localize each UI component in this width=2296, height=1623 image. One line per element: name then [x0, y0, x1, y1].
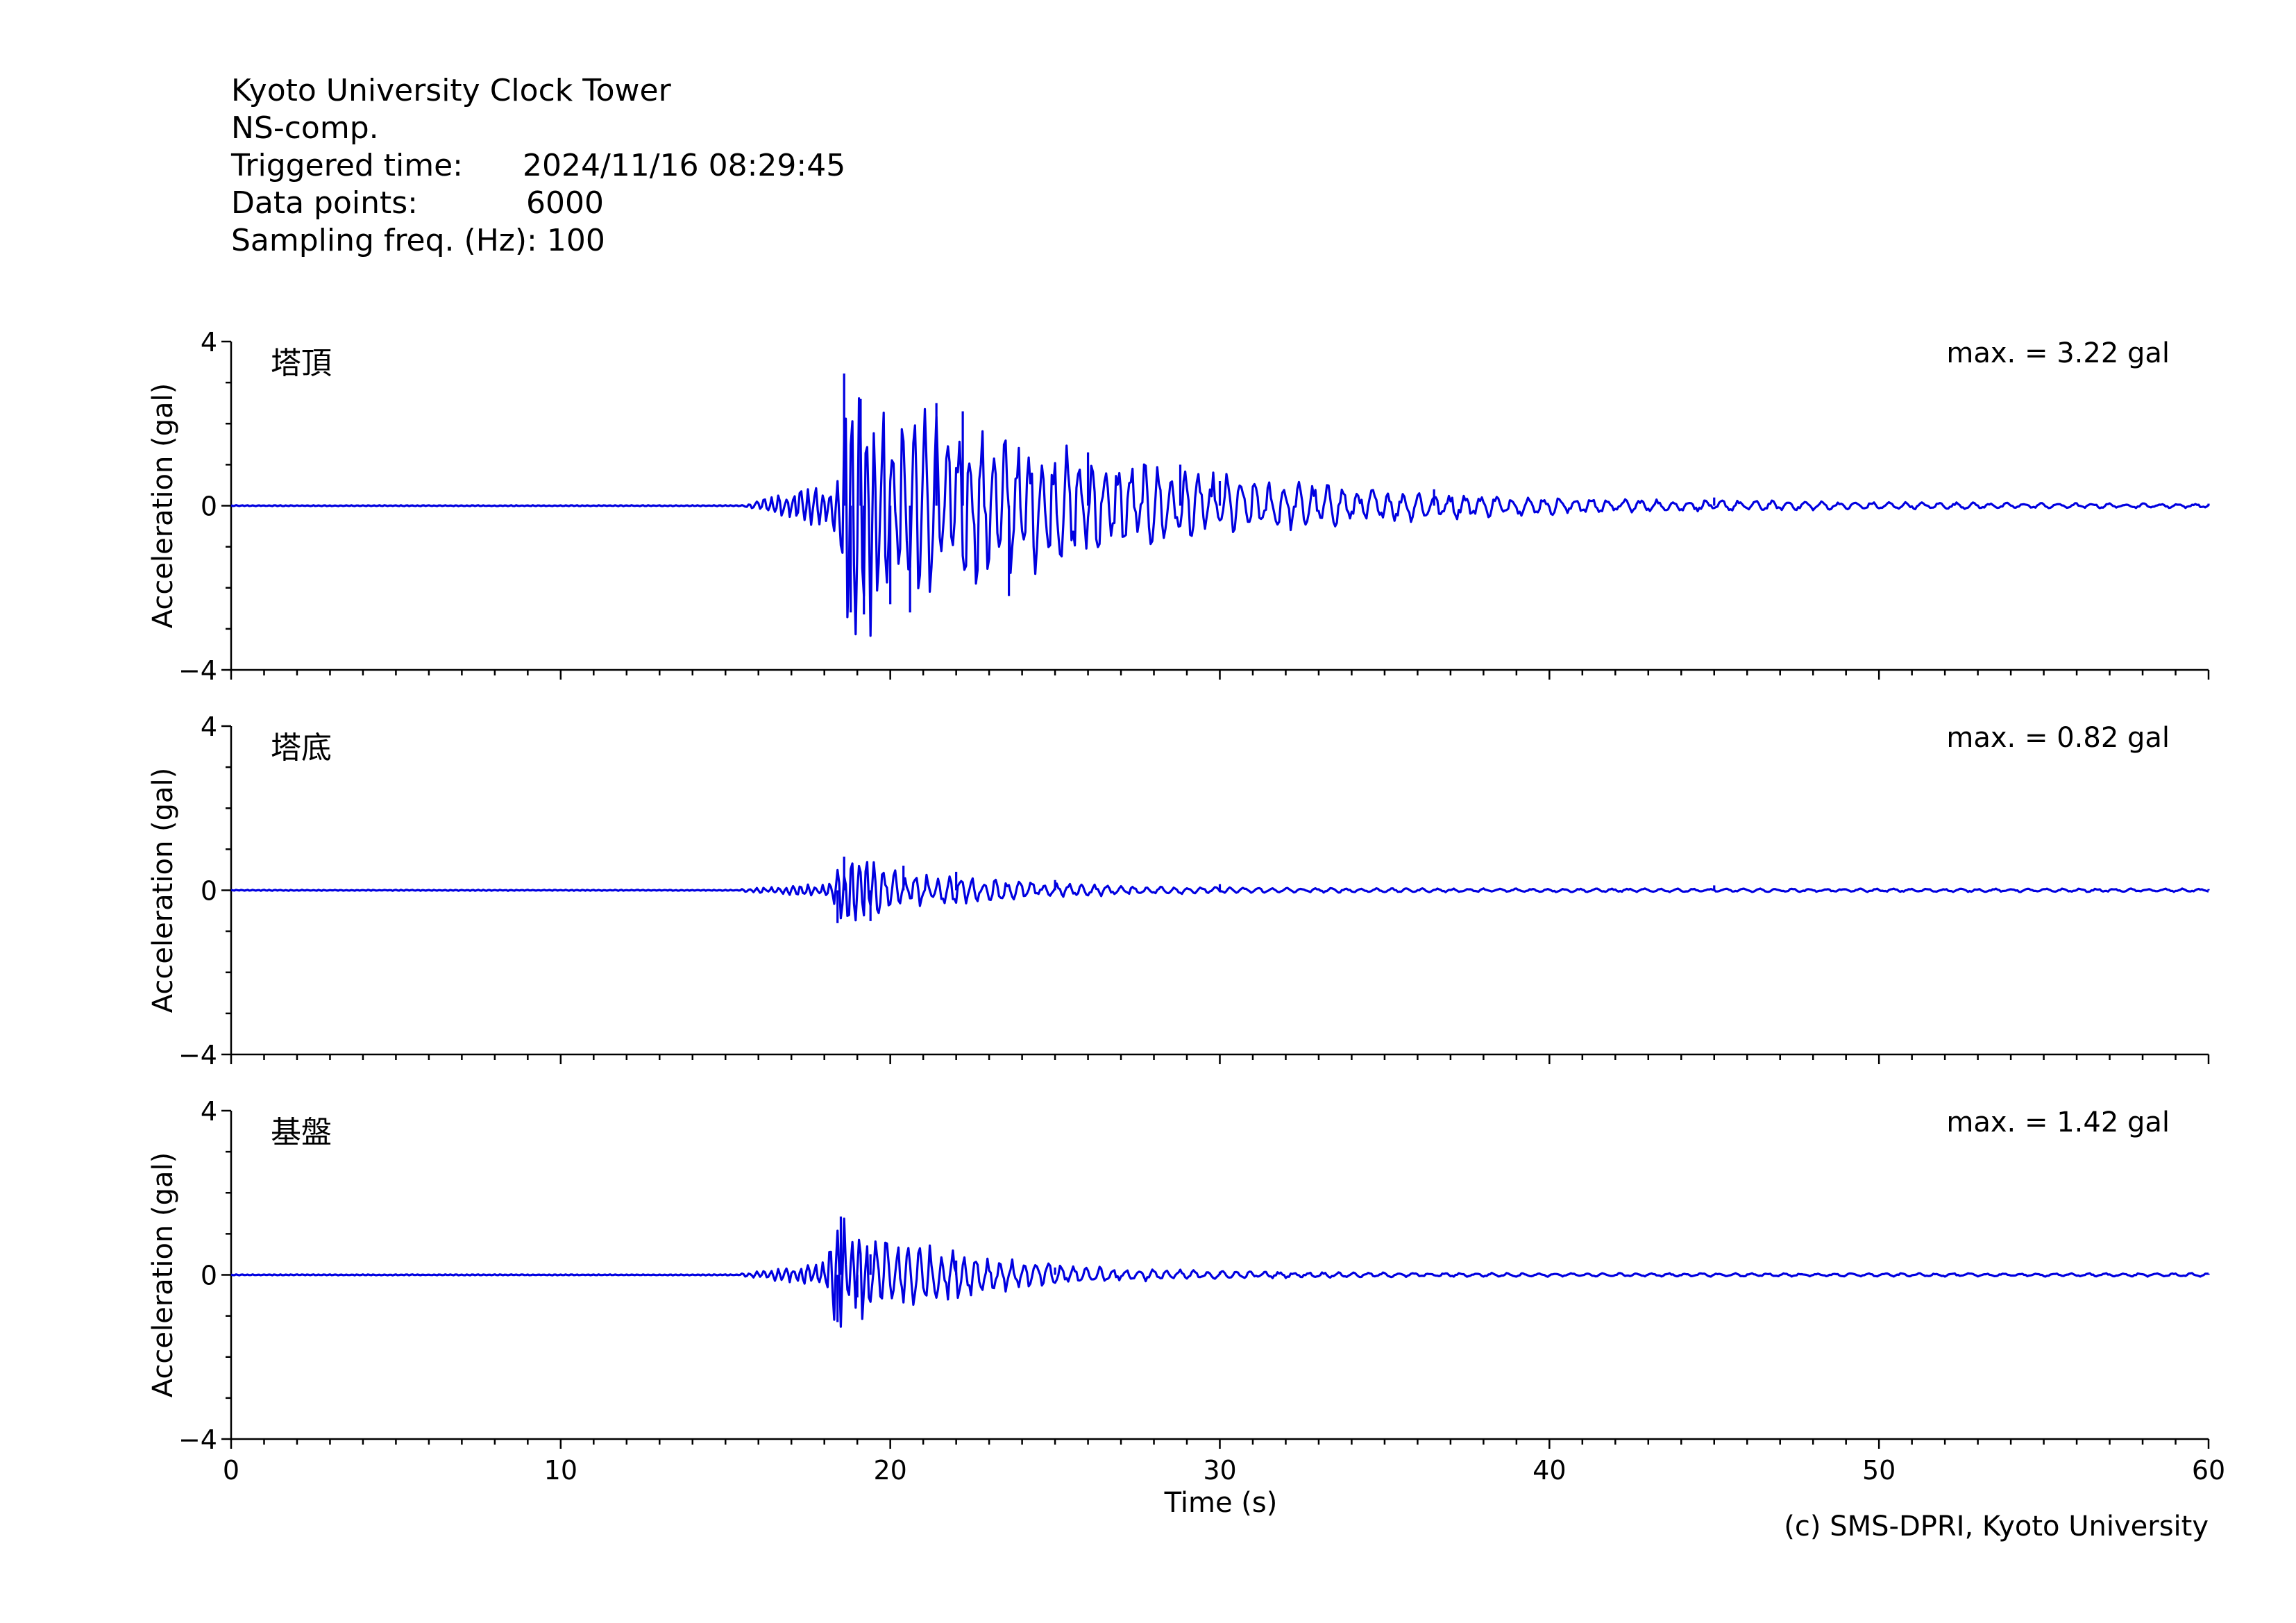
y-axis-label: Acceleration (gal) — [147, 383, 179, 629]
points-value: 6000 — [526, 185, 604, 221]
panel-3 — [221, 1109, 2210, 1449]
panel-title: 基盤 — [271, 1115, 332, 1150]
panel-1 — [221, 340, 2210, 680]
freq-value: 100 — [546, 223, 605, 258]
y-tick-label: −4 — [178, 1040, 217, 1070]
x-tick-label: 20 — [873, 1455, 906, 1486]
y-tick-label: −4 — [178, 655, 217, 686]
x-tick-label: 10 — [544, 1455, 577, 1486]
panel-2 — [221, 725, 2210, 1064]
points-label: Data points: — [231, 185, 419, 221]
x-tick-label: 60 — [2192, 1455, 2225, 1486]
triggered-value: 2024/11/16 08:29:45 — [523, 148, 846, 183]
y-tick-label: 4 — [201, 1096, 217, 1127]
y-axis-label: Acceleration (gal) — [147, 768, 179, 1014]
station-name: Kyoto University Clock Tower — [231, 73, 671, 108]
y-tick-label: 0 — [201, 876, 217, 907]
y-tick-label: 4 — [201, 712, 217, 742]
waveform-line — [230, 861, 2209, 922]
x-axis-label: Time (s) — [1164, 1487, 1278, 1519]
freq-row: Sampling freq. (Hz): 100 — [231, 222, 671, 260]
panel-title: 塔頂 — [271, 346, 332, 381]
x-tick-label: 30 — [1203, 1455, 1236, 1486]
points-row: Data points: 6000 — [231, 185, 671, 222]
y-tick-label: 0 — [201, 1261, 217, 1291]
max-label: max. = 0.82 gal — [1946, 722, 2170, 754]
waveform-line — [230, 397, 2209, 637]
max-label: max. = 3.22 gal — [1946, 337, 2170, 369]
max-label: max. = 1.42 gal — [1946, 1107, 2170, 1138]
freq-label: Sampling freq. (Hz): — [231, 223, 537, 258]
y-tick-label: −4 — [178, 1424, 217, 1455]
triggered-row: Triggered time: 2024/11/16 08:29:45 — [231, 147, 845, 185]
y-axis-label: Acceleration (gal) — [147, 1152, 179, 1398]
component-label: NS-comp. — [231, 110, 379, 146]
x-tick-label: 0 — [223, 1455, 239, 1486]
copyright-text: (c) SMS-DPRI, Kyoto University — [1784, 1511, 2209, 1542]
panel-title: 塔底 — [271, 730, 332, 766]
record-header: Kyoto University Clock Tower NS-comp. Tr… — [231, 72, 845, 260]
x-tick-label: 40 — [1533, 1455, 1566, 1486]
y-tick-label: 0 — [201, 491, 217, 522]
y-tick-label: 4 — [201, 327, 217, 358]
x-tick-label: 50 — [1862, 1455, 1896, 1486]
triggered-label: Triggered time: — [231, 148, 463, 183]
